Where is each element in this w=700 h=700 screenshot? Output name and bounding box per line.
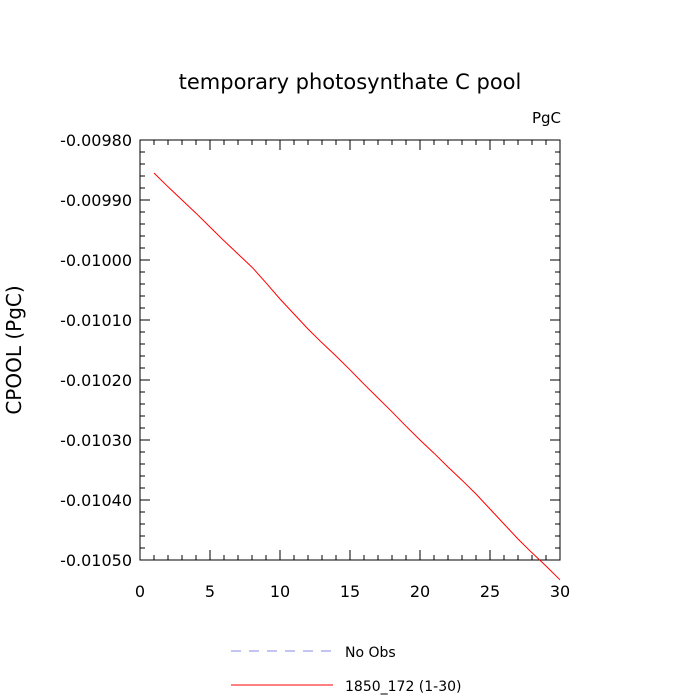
axes [139,139,561,561]
series-layer [153,172,561,581]
x-tick-label: 30 [550,582,570,601]
series-line-1 [153,172,561,581]
chart-title: temporary photosynthate C pool [179,70,522,94]
y-tick-label: -0.01000 [60,251,132,270]
y-tick-label: -0.01030 [60,431,132,450]
y-tick-label: -0.01020 [60,371,132,390]
plot-frame [139,139,561,561]
y-axis-label: CPOOL (PgC) [2,285,26,414]
y-tick-label: -0.00990 [60,191,132,210]
y-axis-ticks: -0.00980 -0.00990 -0.01000 -0.01010 -0.01020… [60,131,560,570]
y-tick-label: -0.00980 [60,131,132,150]
x-tick-label: 25 [480,582,500,601]
y-tick-label: -0.01010 [60,311,132,330]
x-tick-label: 0 [135,582,145,601]
legend: No Obs 1850_172 (1-30) [231,645,462,695]
x-tick-label: 5 [205,582,215,601]
x-tick-label: 10 [270,582,290,601]
units-label: PgC [532,109,561,127]
y-tick-label: -0.01050 [60,551,132,570]
x-tick-label: 15 [340,582,360,601]
legend-label-0: No Obs [345,645,396,661]
x-axis-ticks: 0 5 10 15 20 25 30 [135,140,570,601]
y-tick-label: -0.01040 [60,491,132,510]
legend-label-1: 1850_172 (1-30) [345,679,462,695]
x-tick-label: 20 [410,582,430,601]
